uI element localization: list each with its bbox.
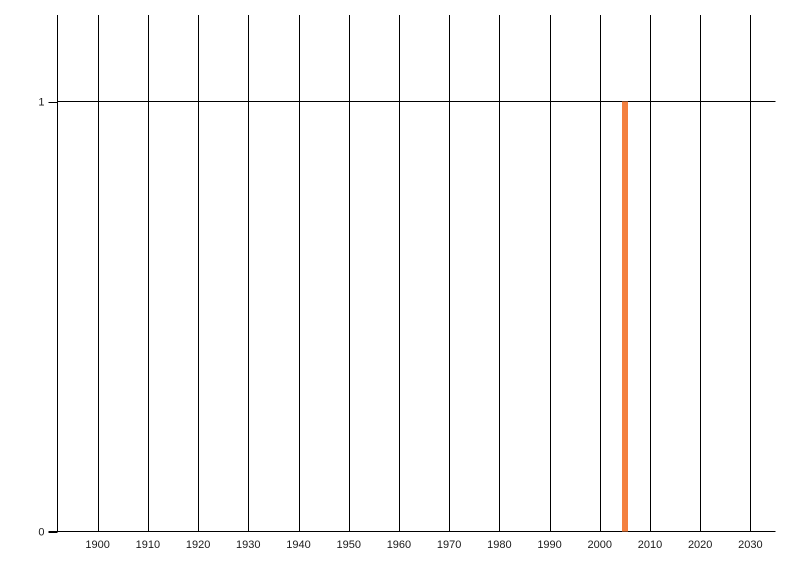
x-tick-label: 1960	[387, 539, 411, 551]
x-tick-label: 2000	[588, 539, 612, 551]
x-tick-label: 2020	[688, 539, 712, 551]
x-tick-label: 2030	[738, 539, 762, 551]
y-tick-label: 1	[38, 97, 44, 109]
x-tick-label: 1970	[437, 539, 461, 551]
x-tick-label: 1900	[85, 539, 109, 551]
x-tick-label: 1990	[537, 539, 561, 551]
x-tick-label: 1930	[236, 539, 260, 551]
x-tick-label: 1920	[186, 539, 210, 551]
x-tick-label: 2010	[638, 539, 662, 551]
x-tick-label: 1950	[336, 539, 360, 551]
bar	[621, 101, 628, 532]
x-tick-label: 1980	[487, 539, 511, 551]
x-tick-label: 1910	[136, 539, 160, 551]
x-tick-label: 1940	[286, 539, 310, 551]
y-tick-label: 0	[38, 527, 44, 539]
